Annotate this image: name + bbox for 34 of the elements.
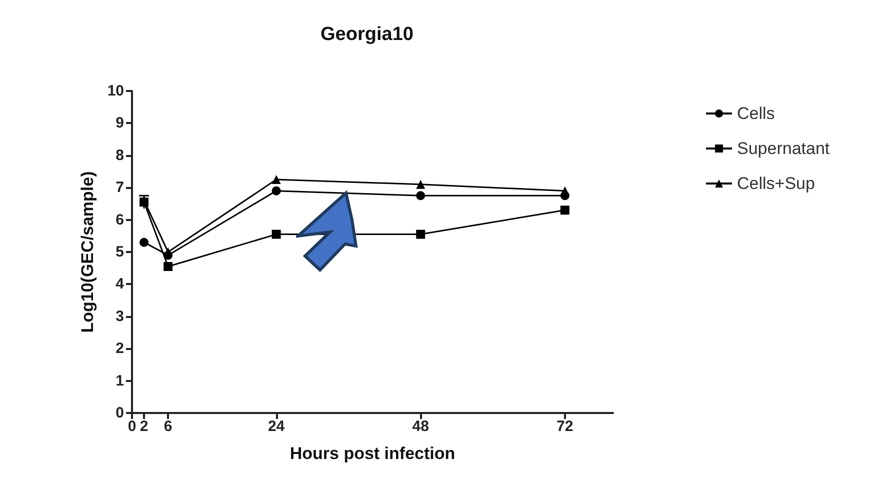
- x-tick-label: 48: [412, 418, 429, 435]
- point: [416, 230, 426, 239]
- y-tick-label: 5: [116, 244, 124, 260]
- y-tick-label: 8: [116, 146, 124, 164]
- y-tick-label: 7: [116, 179, 124, 196]
- y-tick-label: 10: [107, 82, 124, 100]
- x-tick-label: 24: [268, 418, 286, 435]
- point: [164, 262, 173, 271]
- legend-label: Supernatant: [737, 139, 830, 158]
- point: [272, 230, 281, 239]
- point: [140, 238, 149, 247]
- y-tick-label: 6: [116, 211, 124, 228]
- legend-label: Cells: [737, 104, 775, 123]
- point: [272, 186, 281, 196]
- y-tick-label: 3: [116, 308, 124, 325]
- x-tick-label: 6: [164, 418, 172, 435]
- y-tick-label: 2: [116, 340, 124, 358]
- point: [560, 206, 570, 215]
- point: [164, 250, 173, 260]
- y-tick-label: 1: [116, 372, 124, 390]
- x-tick-label: 0: [128, 418, 136, 435]
- y-tick-label: 0: [116, 404, 124, 422]
- x-tick-label: 2: [140, 418, 148, 435]
- x-tick-label: 72: [556, 418, 574, 435]
- point: [416, 180, 426, 189]
- legend-label: Cells+Sup: [737, 174, 815, 193]
- y-axis-title: Log10(GEC/sample): [78, 171, 97, 333]
- point: [560, 191, 570, 200]
- x-axis-title: Hours post infection: [290, 444, 456, 463]
- y-tick-label: 9: [116, 114, 124, 132]
- y-tick-label: 4: [116, 276, 125, 293]
- chart-title: Georgia10: [320, 24, 414, 45]
- point: [416, 191, 426, 200]
- point: [272, 175, 281, 184]
